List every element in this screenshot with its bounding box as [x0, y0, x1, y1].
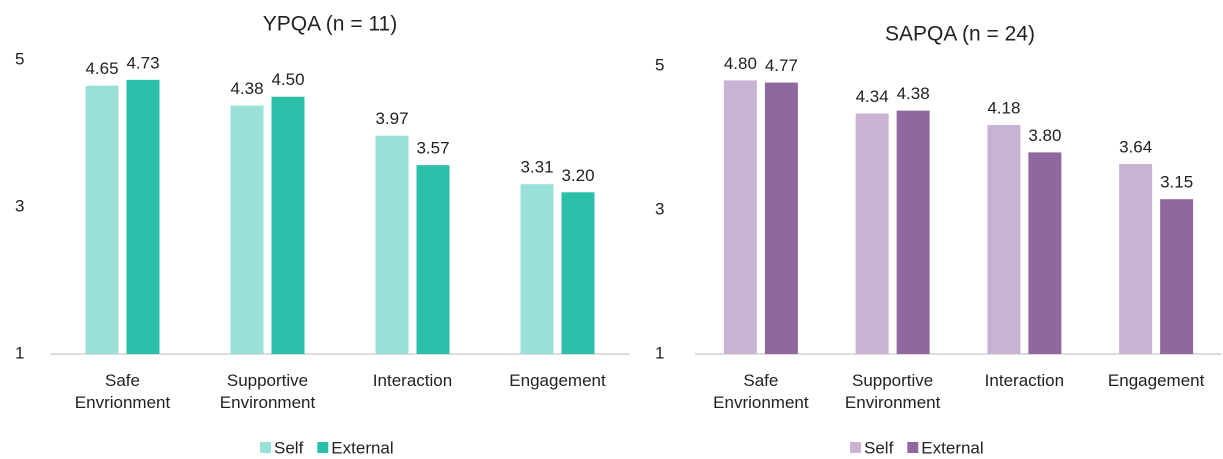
value-label: 4.50 — [271, 70, 304, 89]
value-label: 4.34 — [856, 87, 889, 106]
value-label: 4.77 — [765, 56, 798, 75]
bar — [1119, 163, 1153, 354]
legend-label: Self — [274, 438, 304, 457]
x-tick-label: Supportive Environment — [219, 371, 316, 412]
value-label: 4.18 — [987, 99, 1020, 118]
bar — [561, 192, 595, 354]
value-label: 3.20 — [561, 166, 594, 185]
y-tick-label: 5 — [15, 49, 24, 68]
bar — [375, 135, 409, 354]
chart-title: SAPQA (n = 24) — [885, 23, 1035, 46]
x-tick-label: Engagement — [509, 371, 606, 390]
bar — [126, 79, 160, 354]
bar — [1160, 199, 1194, 354]
x-tick-label: Interaction — [372, 371, 453, 390]
value-label: 3.64 — [1119, 137, 1152, 156]
value-label: 3.97 — [375, 109, 408, 128]
value-label: 4.38 — [230, 79, 263, 98]
bar — [271, 96, 305, 354]
legend-label: External — [921, 438, 983, 457]
x-tick-label: Engagement — [1107, 371, 1205, 390]
legend-swatch — [907, 442, 919, 453]
x-tick-label: Safe Envrionment — [713, 371, 809, 412]
bar — [855, 113, 889, 355]
legend-swatch — [260, 442, 271, 453]
y-tick-label: 1 — [655, 343, 664, 362]
value-label: 3.15 — [1160, 173, 1193, 192]
legend-label: Self — [864, 438, 894, 457]
bar — [987, 125, 1021, 354]
legend-swatch — [317, 442, 329, 453]
y-tick-label: 3 — [655, 199, 664, 218]
value-label: 3.80 — [1028, 126, 1061, 145]
value-label: 3.57 — [416, 139, 449, 158]
value-label: 3.31 — [520, 158, 553, 177]
value-label: 4.73 — [126, 53, 159, 72]
legend-label: External — [331, 438, 393, 457]
bar — [1028, 152, 1062, 354]
x-tick-label: Safe Envrionment — [74, 371, 171, 412]
value-label: 4.80 — [724, 54, 757, 73]
bar — [723, 80, 757, 355]
y-tick-label: 1 — [15, 343, 24, 362]
bar — [230, 105, 264, 354]
value-label: 4.38 — [897, 84, 930, 103]
legend-swatch — [850, 442, 861, 453]
x-tick-label: Interaction — [984, 371, 1065, 390]
bar — [764, 82, 798, 354]
y-tick-label: 5 — [655, 55, 664, 74]
bar — [896, 110, 930, 354]
y-tick-label: 3 — [15, 196, 24, 215]
bar — [85, 85, 119, 354]
value-label: 4.65 — [85, 59, 118, 78]
x-tick-label: Supportive Environment — [844, 371, 941, 412]
bar — [416, 165, 450, 354]
bar — [520, 184, 554, 354]
chart-title: YPQA (n = 11) — [263, 13, 397, 36]
